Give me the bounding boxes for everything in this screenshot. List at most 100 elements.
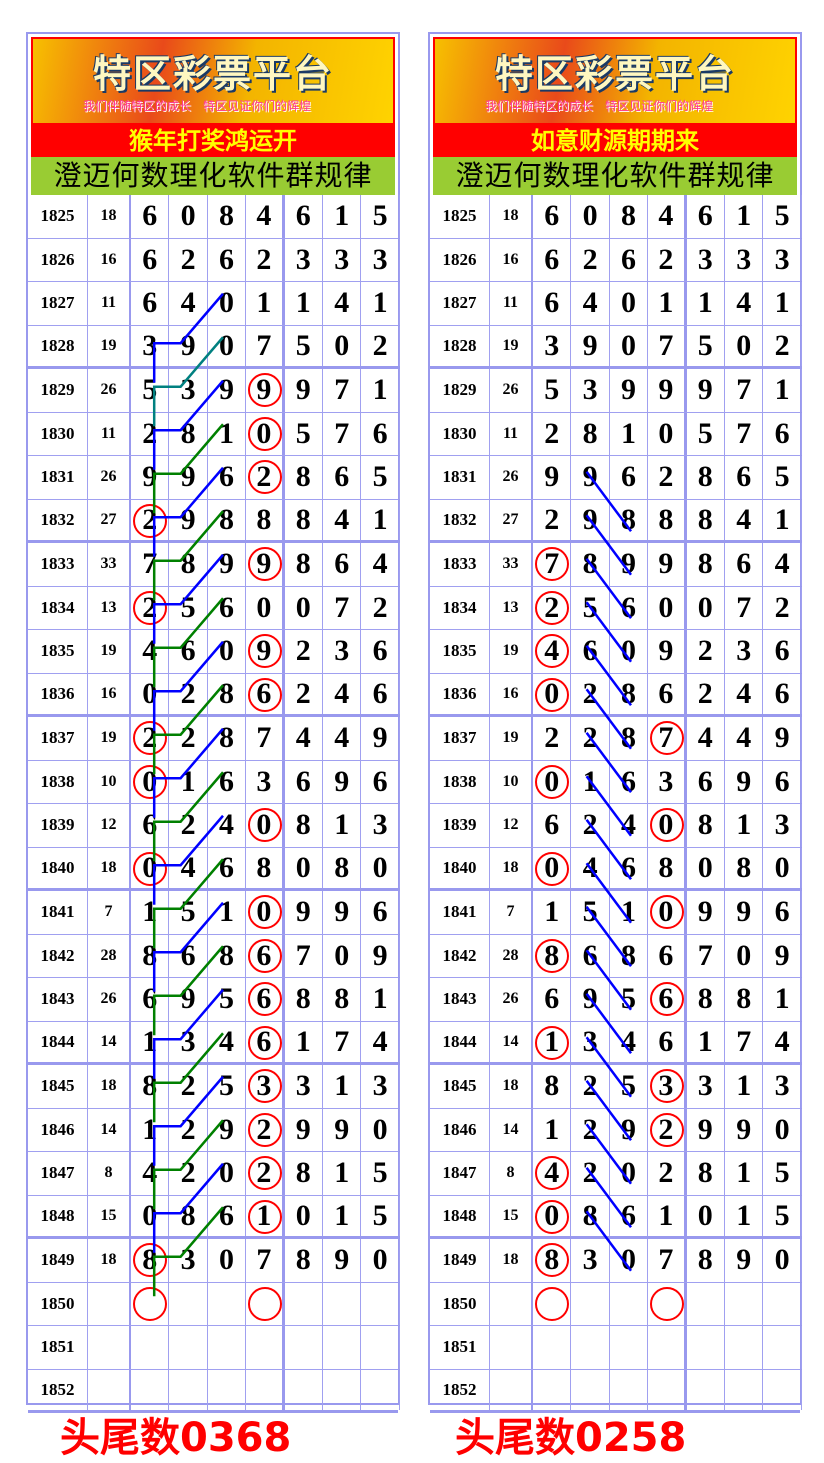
digit-cell: 8 [571,543,610,586]
digit-cell: 2 [571,1108,610,1151]
digit: 4 [180,286,196,320]
digit: 8 [658,502,674,536]
digit: 9 [372,938,388,972]
digit-cell: 3 [169,369,208,412]
highlight-circle [248,1112,283,1147]
digit: 8 [697,460,713,494]
digit-cell: 3 [571,369,610,412]
digit-cell: 6 [725,456,764,499]
digit: 6 [658,1024,674,1058]
digit: 9 [736,1243,752,1277]
banner: 特区彩票平台 我们伴随特区的成长 特区见证你们的辉煌 [31,37,395,125]
period-cell: 1827 [28,282,88,325]
table-row: 1836 16 0 2 8 6 2 4 6 [430,673,802,717]
highlight-circle [248,1156,283,1190]
digit: 4 [334,721,350,755]
digit-cell: 6 [285,760,323,803]
digit: 6 [218,460,234,494]
digit: 6 [582,938,598,972]
digit-cell: 0 [131,673,170,714]
sum-cell: 26 [88,369,131,412]
table-row: 1831 26 9 9 6 2 8 6 5 [430,456,802,500]
period-cell: 1833 [28,543,88,586]
digit-cell: 0 [361,847,400,888]
digit-cell: 8 [246,847,285,888]
digit-cell: 1 [725,804,764,847]
table-row: 1833 33 7 8 9 9 8 6 4 [430,543,802,587]
digit: 5 [697,328,713,362]
period-cell: 1843 [430,978,490,1021]
digit-cell: 9 [725,1239,764,1282]
sum-cell: 27 [490,499,533,540]
sum-cell: 18 [88,847,131,888]
digit: 6 [180,634,196,668]
digit-cell: 5 [169,891,208,934]
digit-cell: 0 [208,282,247,325]
digit-cell: 2 [648,456,687,499]
digit-cell [687,1282,725,1325]
digit-cell [361,1369,400,1410]
digit: 8 [334,982,350,1016]
digit: 1 [736,1156,752,1190]
digit-cell: 7 [648,717,687,760]
digit: 6 [774,416,790,450]
period-cell: 1835 [430,630,490,673]
digit-cell: 4 [648,195,687,238]
digit-cell: 9 [169,325,208,366]
digit-cell: 6 [610,847,649,888]
digit-cell: 0 [610,325,649,366]
digit-cell [246,1282,285,1325]
digit: 3 [372,1069,388,1103]
digit-cell: 1 [610,891,649,934]
digit: 4 [218,808,234,842]
table-row: 1839 12 6 2 4 0 8 1 3 [28,804,400,848]
digit-cell: 7 [246,1239,285,1282]
period-cell: 1834 [28,586,88,629]
digit-cell [610,1282,649,1325]
table-row: 1832 27 2 9 8 8 8 4 1 [28,499,400,543]
digit: 1 [544,895,560,929]
digit-cell: 3 [648,760,687,803]
digit: 4 [582,850,598,884]
digit: 2 [180,1069,196,1103]
digit-cell [725,1369,764,1410]
digit-cell: 1 [246,282,285,325]
sum-cell: 8 [490,1152,533,1195]
banner-title: 特区彩票平台 [93,52,334,96]
digit-cell: 6 [131,978,170,1021]
table-row: 1849 18 8 3 0 7 8 9 0 [28,1239,400,1283]
digit-cell: 4 [687,717,725,760]
digit-cell: 4 [361,1021,400,1062]
digit-cell: 3 [169,1239,208,1282]
digit-cell: 1 [571,760,610,803]
digit-cell: 4 [169,847,208,888]
digit: 1 [334,808,350,842]
digit: 9 [658,547,674,581]
highlight-circle [535,1156,569,1190]
digit: 9 [218,547,234,581]
digit-cell: 2 [246,456,285,499]
digit-cell: 5 [285,412,323,455]
digit: 2 [142,416,158,450]
digit-cell [533,1326,572,1369]
digit: 0 [774,850,790,884]
digit-cell: 2 [533,412,572,455]
digit-cell: 8 [687,804,725,847]
digit-cell: 4 [533,1152,572,1195]
digit-cell: 6 [208,586,247,629]
digit: 6 [544,808,560,842]
period-cell: 1835 [28,630,88,673]
digit-cell [687,1326,725,1369]
digit-cell: 0 [208,1239,247,1282]
table-row: 1844 14 1 3 4 6 1 7 4 [28,1021,400,1065]
digit-cell: 0 [648,586,687,629]
digit-cell: 8 [687,499,725,540]
digit: 8 [697,1243,713,1277]
digit-cell: 6 [763,891,802,934]
digit: 9 [582,328,598,362]
digit: 5 [774,1156,790,1190]
digit: 8 [295,808,311,842]
sum-cell: 11 [88,412,131,455]
digit-cell: 4 [763,543,802,586]
digit: 1 [334,1156,350,1190]
